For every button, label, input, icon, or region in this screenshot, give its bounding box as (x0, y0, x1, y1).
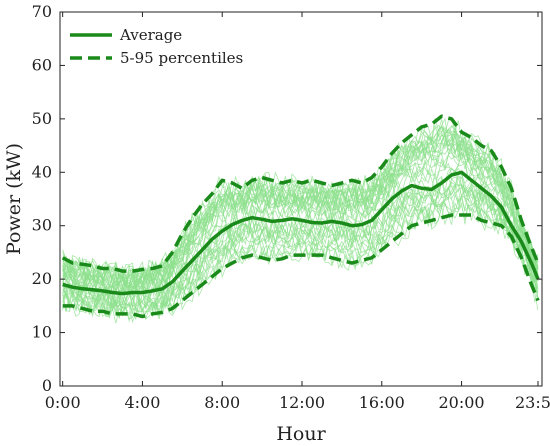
x-axis-title: Hour (276, 423, 326, 445)
daily-trace (62, 127, 539, 291)
y-tick-label: 60 (32, 55, 52, 74)
plot-frame (59, 11, 543, 387)
x-tick-label: 20:00 (439, 393, 485, 412)
daily-trace (62, 186, 539, 318)
y-ticks: 0 10 20 30 40 50 60 70 (32, 2, 542, 395)
legend: Average 5-95 percentiles (70, 26, 243, 67)
y-tick-label: 70 (32, 2, 52, 21)
series-lines (61, 114, 540, 319)
y-tick-label: 30 (32, 216, 52, 235)
daily-trace (62, 197, 539, 323)
x-tick-label: 16:00 (359, 393, 405, 412)
series-line-p5 (62, 213, 540, 319)
legend-label-percentiles: 5-95 percentiles (120, 49, 243, 67)
daily-trace (62, 176, 539, 309)
y-tick-label: 0 (42, 376, 52, 395)
legend-label-average: Average (119, 26, 182, 44)
x-tick-label: 8:00 (204, 393, 240, 412)
y-tick-label: 50 (32, 109, 52, 128)
y-tick-label: 10 (32, 323, 52, 342)
daily-trace (62, 132, 539, 291)
daily-trace (62, 195, 539, 321)
daily-trace (62, 184, 539, 312)
x-tick-label: 0:00 (45, 393, 81, 412)
y-axis-title: Power (kW) (3, 143, 25, 255)
x-tick-label: 12:00 (279, 393, 325, 412)
y-tick-label: 20 (32, 269, 52, 288)
x-tick-label: 23:50 (515, 393, 550, 412)
series-line-p95 (61, 114, 540, 273)
series-line-average (62, 170, 540, 296)
x-ticks: 0:00 4:00 8:00 12:00 16:00 20:00 23:50 (45, 12, 550, 412)
daily-trace (62, 181, 539, 313)
y-tick-label: 40 (32, 162, 52, 181)
daily-trace (62, 184, 539, 317)
x-tick-label: 4:00 (124, 393, 160, 412)
